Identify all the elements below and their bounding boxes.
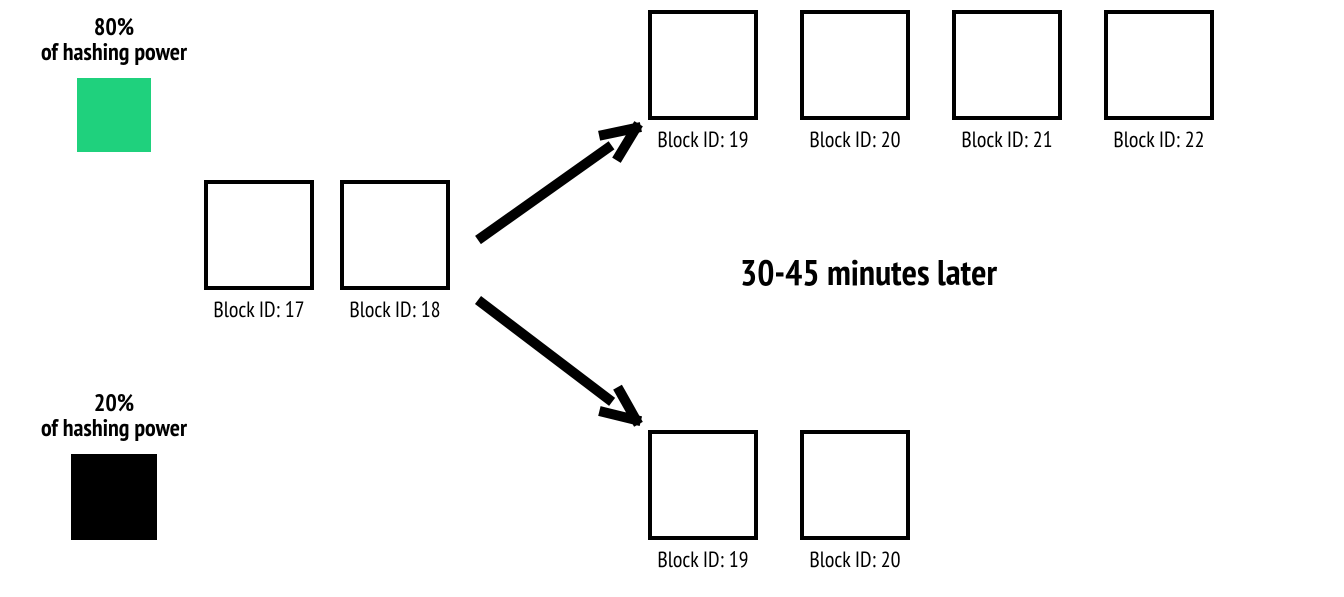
arrow-down: [0, 0, 1344, 597]
